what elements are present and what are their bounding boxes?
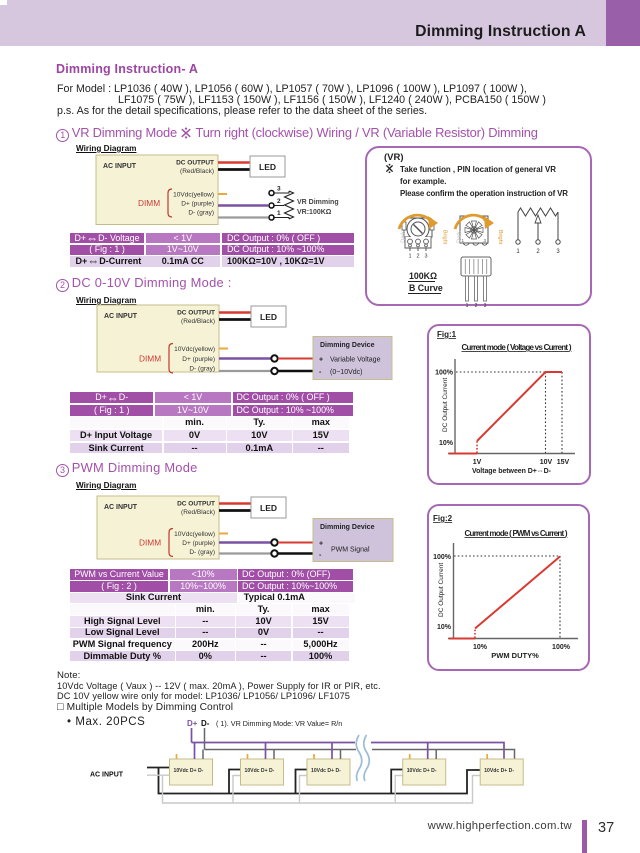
- svg-text:+: +: [319, 541, 323, 548]
- svg-text:D-: D-: [201, 719, 210, 728]
- svg-text:10Vdc(yellow): 10Vdc(yellow): [173, 192, 214, 199]
- svg-text:Bright: Bright: [442, 230, 448, 245]
- svg-text:D+ (purple): D+ (purple): [182, 540, 215, 547]
- svg-text:1: 1: [408, 254, 411, 260]
- svg-text:( 1). VR Dimming Mode: VR Val: ( 1). VR Dimming Mode: VR Value= R/n: [216, 719, 342, 728]
- svg-text:Voltage between D+⇔D-: Voltage between D+⇔D-: [472, 468, 552, 475]
- svg-text:DIMM: DIMM: [139, 354, 161, 364]
- svg-text:Please confirm the operation i: Please confirm the operation instruction…: [400, 189, 568, 198]
- svg-text:2: 2: [475, 303, 478, 309]
- svg-text:Fig:2: Fig:2: [433, 514, 453, 523]
- svg-text:Current mode ( Voltage vs Curr: Current mode ( Voltage vs Current ): [462, 343, 572, 352]
- svg-text:2: 2: [277, 198, 281, 205]
- svg-text:2: 2: [416, 254, 419, 260]
- svg-text:3: 3: [556, 249, 560, 255]
- svg-text:Current mode ( PWM vs Current: Current mode ( PWM vs Current ): [465, 529, 568, 538]
- svg-text:for example.: for example.: [400, 177, 447, 186]
- svg-text:15V: 15V: [557, 459, 570, 466]
- svg-text:Take function , PIN location o: Take function , PIN location of general …: [400, 165, 556, 174]
- svg-text:3: 3: [277, 186, 281, 193]
- svg-text:-: -: [319, 552, 322, 559]
- svg-text:(0~10Vdc): (0~10Vdc): [330, 369, 363, 376]
- svg-text:1: 1: [462, 238, 465, 243]
- svg-text:LED: LED: [260, 312, 277, 322]
- svg-text:3: 3: [484, 303, 487, 309]
- svg-text:100%: 100%: [552, 644, 571, 651]
- svg-text:(VR): (VR): [384, 152, 404, 163]
- svg-text:100KΩ: 100KΩ: [409, 271, 437, 281]
- svg-text:Variable Voltage: Variable Voltage: [330, 357, 381, 364]
- svg-text:10%: 10%: [439, 440, 454, 447]
- svg-text:Dimming Device: Dimming Device: [320, 524, 375, 531]
- svg-text:3: 3: [424, 254, 427, 260]
- svg-text:DC Output Current: DC Output Current: [438, 563, 445, 617]
- svg-text:(Red/Black): (Red/Black): [181, 509, 215, 516]
- svg-text:10Vdc(yellow): 10Vdc(yellow): [174, 531, 215, 538]
- svg-text:10%: 10%: [473, 644, 488, 651]
- svg-text:D+: D+: [187, 719, 198, 728]
- svg-text:10Vdc D+ D-: 10Vdc D+ D-: [174, 768, 204, 774]
- svg-text:Dimming Device: Dimming Device: [320, 342, 375, 349]
- svg-text:Bright: Bright: [497, 230, 503, 245]
- svg-text:1: 1: [466, 303, 469, 309]
- svg-text:LED: LED: [259, 162, 276, 172]
- svg-text:100%: 100%: [435, 370, 454, 377]
- svg-text:AC INPUT: AC INPUT: [103, 163, 137, 170]
- svg-text:DC OUTPUT: DC OUTPUT: [176, 160, 214, 167]
- svg-text:2: 2: [536, 249, 540, 255]
- svg-text:10V: 10V: [540, 459, 553, 466]
- svg-text:AC INPUT: AC INPUT: [104, 313, 138, 320]
- svg-text:D- (gray): D- (gray): [189, 366, 215, 373]
- svg-text:VR Dimming: VR Dimming: [297, 199, 339, 206]
- svg-text:AC INPUT: AC INPUT: [90, 772, 124, 779]
- svg-text:10Vdc D+ D-: 10Vdc D+ D-: [484, 768, 514, 774]
- svg-text:B Curve: B Curve: [409, 283, 443, 293]
- svg-text:DIMM: DIMM: [138, 198, 160, 208]
- svg-text:DC OUTPUT: DC OUTPUT: [177, 310, 215, 317]
- svg-text:10Vdc D+ D-: 10Vdc D+ D-: [311, 768, 341, 774]
- svg-text:D+ (purple): D+ (purple): [181, 201, 214, 208]
- svg-text:10Vdc D+ D-: 10Vdc D+ D-: [245, 768, 275, 774]
- svg-text:DC OUTPUT: DC OUTPUT: [177, 501, 215, 508]
- svg-text:1: 1: [516, 249, 520, 255]
- svg-text:Dark: Dark: [457, 231, 463, 243]
- svg-text:PWM DUTY%: PWM DUTY%: [491, 651, 539, 660]
- svg-text:100%: 100%: [433, 554, 452, 561]
- svg-text:D- (gray): D- (gray): [188, 210, 214, 217]
- svg-text:1V: 1V: [473, 459, 482, 466]
- svg-text:DC Output Current: DC Output Current: [442, 378, 449, 432]
- svg-text:1: 1: [277, 210, 281, 217]
- svg-text:Fig:1: Fig:1: [437, 330, 457, 339]
- svg-text:(Red/Black): (Red/Black): [181, 318, 215, 325]
- svg-text:D+ (purple): D+ (purple): [182, 356, 215, 363]
- svg-text:(Red/Black): (Red/Black): [180, 168, 214, 175]
- svg-text:+: +: [319, 357, 323, 364]
- svg-text:LED: LED: [260, 503, 277, 513]
- svg-text:PWM Signal: PWM Signal: [331, 547, 370, 554]
- svg-text:10%: 10%: [437, 624, 452, 631]
- svg-text:Dark: Dark: [401, 231, 407, 243]
- svg-text:D- (gray): D- (gray): [189, 549, 215, 556]
- svg-text:3: 3: [484, 238, 487, 243]
- svg-text:-: -: [319, 369, 322, 376]
- svg-text:AC INPUT: AC INPUT: [104, 504, 138, 511]
- svg-text:10Vdc D+ D-: 10Vdc D+ D-: [407, 768, 437, 774]
- svg-text:DIMM: DIMM: [139, 538, 161, 548]
- svg-text:VR:100KΩ: VR:100KΩ: [297, 209, 332, 216]
- svg-text:10Vdc(yellow): 10Vdc(yellow): [174, 346, 215, 353]
